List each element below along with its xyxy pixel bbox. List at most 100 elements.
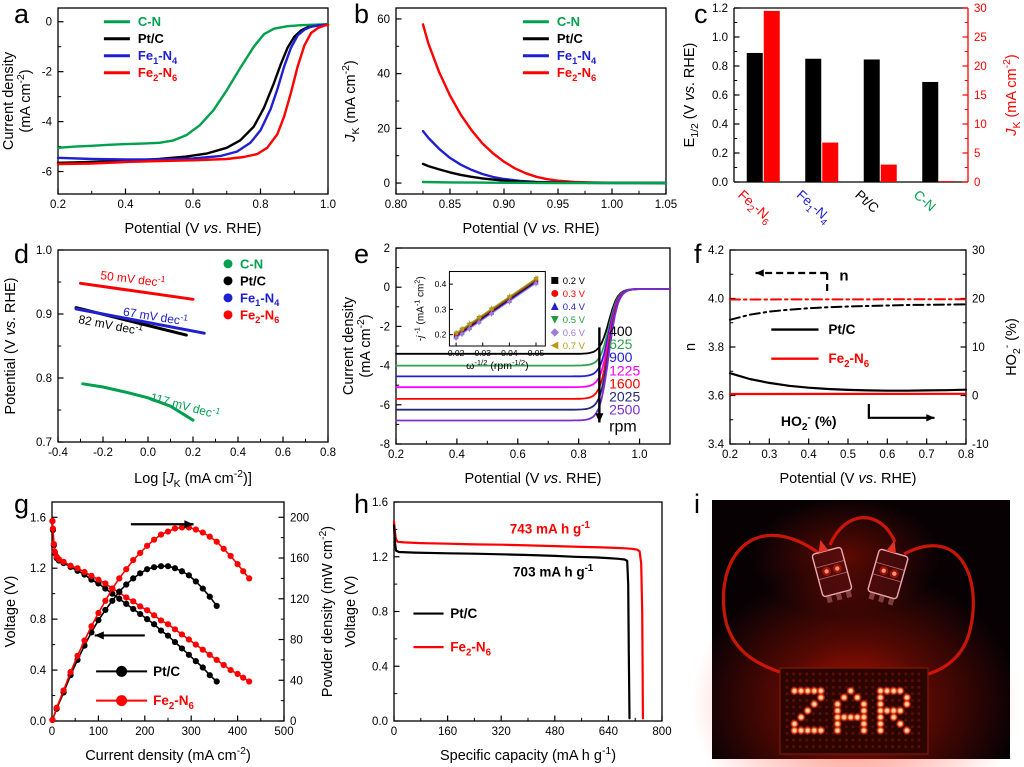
- svg-text:0.85: 0.85: [439, 199, 461, 211]
- svg-text:160: 160: [290, 553, 309, 565]
- series-C-N: [81, 382, 195, 422]
- svg-text:80: 80: [290, 635, 303, 647]
- series-Fe2-N6 power: [51, 526, 250, 721]
- svg-text:0.2: 0.2: [712, 148, 728, 160]
- panel-letter-g: g: [14, 489, 30, 519]
- svg-text:300: 300: [182, 726, 201, 738]
- svg-text:ω-1/2 (rpm-1/2): ω-1/2 (rpm-1/2): [466, 358, 528, 372]
- svg-text:703 mA h g-1: 703 mA h g-1: [513, 563, 594, 579]
- svg-text:10: 10: [972, 342, 985, 354]
- series-Pt/C power: [51, 565, 218, 721]
- svg-text:60: 60: [377, 14, 390, 26]
- svg-text:0.4: 0.4: [449, 449, 466, 461]
- svg-text:4.2: 4.2: [708, 245, 724, 257]
- plot-d: -0.4 -0.2 0.0 0.2 0.4 0.6 0.8 0.7 0.8 0.9 1.0 Log […: [3, 245, 336, 490]
- plot-h: 0 160 320 480 640 800 0.0 0.4 0.8 1.2 1.6 Specific …: [343, 497, 672, 764]
- panel-c-chart: 0.0 0.2 0.4 0.6 0.8 1.0 1.2 0 5 10 15 20 25 30 E1/2 (V…: [682, 3, 1023, 229]
- panel-c: c 0.0 0.2 0.4 0.6 0.8 1.0 1.2 0 5 10 15 20 25 30 E1/2 …: [680, 0, 1024, 240]
- series-Fe2-N6: [392, 520, 644, 720]
- svg-text:30: 30: [974, 3, 987, 15]
- series-Pt/C n: [729, 303, 967, 321]
- svg-text:0.6 V: 0.6 V: [563, 328, 586, 339]
- svg-text:2500: 2500: [609, 402, 640, 418]
- svg-text:0: 0: [384, 178, 390, 190]
- svg-text:1.0: 1.0: [632, 449, 648, 461]
- svg-text:4.0: 4.0: [708, 294, 724, 306]
- svg-text:640: 640: [599, 726, 618, 738]
- svg-text:0.8: 0.8: [36, 373, 52, 385]
- svg-text:1.00: 1.00: [601, 199, 623, 211]
- svg-text:0.7: 0.7: [919, 449, 935, 461]
- svg-text:0.95: 0.95: [547, 199, 569, 211]
- svg-text:JK (mA cm-2): JK (mA cm-2): [341, 60, 362, 142]
- panel-letter-c: c: [694, 0, 708, 29]
- panel-g-chart: 0 100 200 300 400 500 0.0 0.4 0.8 1.2 1.6 0 40 80 120 1…: [3, 501, 336, 764]
- plot-g: 0 100 200 300 400 500 0.0 0.4 0.8 1.2 1.6 0 40 80 120 1…: [3, 501, 336, 764]
- svg-text:Fe2-N6: Fe2-N6: [153, 693, 194, 712]
- svg-text:(mA cm-2): (mA cm-2): [16, 69, 34, 132]
- panel-letter-a: a: [14, 0, 30, 29]
- svg-text:0.4: 0.4: [118, 199, 135, 211]
- svg-text:C-N: C-N: [557, 14, 580, 29]
- svg-text:0.6: 0.6: [510, 449, 526, 461]
- svg-text:3.4: 3.4: [708, 439, 725, 451]
- panel-e-chart: 0.2 0.4 0.6 0.8 1.0 2 0 -2 -4 -6 -8 Potential (V vs…: [341, 243, 671, 487]
- svg-text:Potential (V vs. RHE): Potential (V vs. RHE): [780, 471, 917, 487]
- svg-text:0.2: 0.2: [388, 449, 404, 461]
- svg-text:Specific capacity (mA h g-1): Specific capacity (mA h g-1): [440, 746, 616, 764]
- svg-text:-2: -2: [42, 67, 52, 79]
- svg-text:1.2: 1.2: [372, 552, 388, 564]
- zn-air-cell: [811, 539, 853, 604]
- panel-h-chart: 0 160 320 480 640 800 0.0 0.4 0.8 1.2 1.6 Specific …: [343, 497, 672, 764]
- svg-text:Fe2-N6: Fe2-N6: [240, 307, 279, 325]
- svg-text:0.8: 0.8: [372, 607, 388, 619]
- svg-text:n: n: [683, 343, 699, 351]
- series-Pt/C: [56, 23, 330, 164]
- svg-text:0.80: 0.80: [385, 199, 407, 211]
- panel-h: h 0 160 320 480 640 800 0.0 0.4 0.8 1.2 1.6 Specifi…: [340, 489, 680, 767]
- svg-text:200: 200: [290, 512, 309, 524]
- svg-text:160: 160: [438, 726, 457, 738]
- wire: [903, 544, 975, 678]
- svg-text:2: 2: [384, 243, 390, 255]
- svg-text:0.8: 0.8: [30, 614, 46, 626]
- svg-text:-8: -8: [380, 439, 390, 451]
- svg-text:Powder density (mW cm-2): Powder density (mW cm-2): [318, 526, 336, 697]
- svg-text:200: 200: [135, 726, 154, 738]
- svg-text:0.7: 0.7: [36, 437, 52, 449]
- svg-text:20: 20: [974, 61, 987, 73]
- svg-text:0.02: 0.02: [448, 348, 465, 358]
- svg-text:0.6: 0.6: [275, 447, 291, 459]
- series-Pt/C HO2-: [728, 372, 968, 392]
- svg-text:0.04: 0.04: [501, 348, 518, 358]
- svg-text:0.3 V: 0.3 V: [563, 289, 586, 300]
- panel-d: d -0.4 -0.2 0.0 0.2 0.4 0.6 0.8 0.7 0.8 0.9 1.0 Log…: [0, 239, 340, 490]
- svg-text:100: 100: [89, 726, 108, 738]
- series-Fe2-N6: [421, 23, 668, 185]
- svg-text:Current density: Current density: [1, 51, 17, 150]
- svg-text:0.2 V: 0.2 V: [563, 276, 586, 287]
- svg-text:0.7 V: 0.7 V: [563, 341, 586, 352]
- svg-text:0.4: 0.4: [230, 447, 247, 459]
- svg-text:1.2: 1.2: [712, 3, 728, 15]
- wire: [721, 533, 821, 676]
- svg-text:3.6: 3.6: [708, 391, 724, 403]
- svg-text:-6: -6: [42, 167, 52, 179]
- panel-e: e 0.2 0.4 0.6 0.8 1.0 2 0 -2 -4 -6 -8 Potential (V …: [340, 239, 680, 490]
- svg-text:0.4 V: 0.4 V: [563, 302, 586, 313]
- svg-text:-2: -2: [380, 321, 390, 333]
- svg-text:0.0: 0.0: [372, 716, 388, 728]
- panel-f: f 0.2 0.3 0.4 0.5 0.6 0.7 0.8 3.4 3.6 3.8 4.0 4.2 -1…: [680, 239, 1024, 490]
- svg-text:0.4: 0.4: [372, 661, 389, 673]
- panel-letter-i: i: [694, 489, 700, 519]
- svg-text:1.05: 1.05: [655, 199, 677, 211]
- svg-text:0: 0: [384, 282, 390, 294]
- svg-text:Potential (V vs. RHE): Potential (V vs. RHE): [3, 278, 19, 415]
- svg-text:400: 400: [609, 323, 633, 339]
- svg-text:40: 40: [290, 675, 303, 687]
- svg-text:Fe2-N6: Fe2-N6: [828, 351, 869, 370]
- series-Fe1-N4: [56, 23, 330, 161]
- svg-text:500: 500: [274, 726, 293, 738]
- svg-text:0.05: 0.05: [528, 348, 545, 358]
